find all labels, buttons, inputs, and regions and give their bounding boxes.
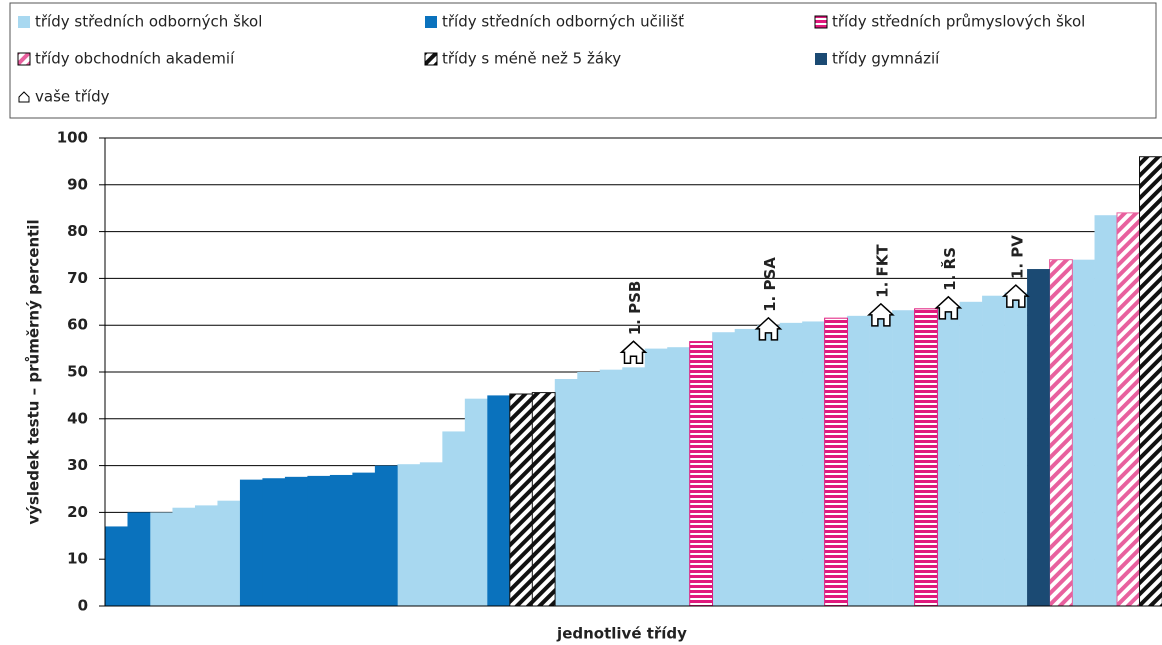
- legend-swatch: [814, 15, 828, 29]
- legend-swatch: [18, 91, 30, 103]
- y-axis-label: výsledek testu – průměrný percentil: [25, 219, 43, 524]
- bar: [644, 348, 668, 606]
- legend-label: třídy gymnázií: [832, 50, 940, 68]
- bar: [262, 478, 286, 606]
- x-axis-label: jednotlivé třídy: [556, 625, 687, 643]
- legend-swatch: [815, 53, 827, 65]
- legend-label: vaše třídy: [35, 88, 110, 106]
- legend-label: třídy středních průmyslových škol: [832, 13, 1085, 31]
- bar: [959, 301, 983, 606]
- bar: [397, 464, 421, 606]
- class-label: 1. ŘS: [940, 247, 959, 291]
- bar: [284, 476, 308, 606]
- house-marker: [754, 316, 783, 341]
- bar: [194, 505, 218, 606]
- bar: [172, 507, 196, 606]
- bar: [667, 347, 691, 606]
- y-tick-label: 50: [67, 363, 88, 381]
- bar: [1072, 259, 1095, 606]
- y-tick-label: 90: [67, 175, 88, 193]
- legend-label: třídy středních odborných škol: [35, 13, 262, 31]
- bar: [307, 475, 331, 606]
- class-label: 1. FKT: [873, 244, 891, 298]
- bar: [937, 306, 960, 606]
- class-label: 1. PSB: [626, 281, 644, 336]
- bar: [577, 372, 601, 606]
- house-marker: [1001, 284, 1030, 308]
- bar: [802, 321, 825, 606]
- bar: [757, 325, 780, 606]
- bar: [419, 462, 443, 606]
- bar: [689, 341, 714, 607]
- bar: [217, 500, 241, 606]
- y-tick-label: 60: [67, 316, 88, 334]
- y-tick-label: 10: [67, 550, 88, 568]
- y-tick-label: 30: [67, 456, 88, 474]
- class-label: 1. PSA: [761, 257, 779, 312]
- bar: [847, 315, 870, 606]
- house-marker: [619, 340, 648, 365]
- legend-swatch: [18, 16, 30, 28]
- y-tick-label: 100: [57, 129, 88, 147]
- bar: [1049, 259, 1073, 607]
- y-tick-label: 40: [67, 409, 88, 427]
- legend-label: třídy obchodních akademií: [35, 50, 235, 68]
- bar: [914, 308, 938, 607]
- bar: [464, 398, 488, 606]
- bar: [442, 431, 466, 606]
- y-tick-label: 80: [67, 222, 88, 240]
- bar: [622, 367, 646, 606]
- house-marker: [866, 302, 895, 327]
- bar: [599, 369, 623, 606]
- bar: [1027, 269, 1050, 606]
- bar: [105, 526, 128, 606]
- bar: [149, 512, 173, 606]
- legend-label: třídy s méně než 5 žáky: [442, 50, 621, 68]
- y-tick-label: 70: [67, 269, 88, 287]
- house-marker: [934, 295, 963, 320]
- bar: [509, 393, 534, 607]
- bar: [374, 465, 398, 606]
- bar: [982, 295, 1005, 606]
- bar: [712, 332, 736, 606]
- bar: [352, 472, 376, 606]
- legend-swatch: [424, 52, 438, 66]
- y-tick-label: 20: [67, 503, 88, 521]
- bar: [1139, 156, 1162, 607]
- bar: [1004, 292, 1028, 606]
- bar: [734, 328, 758, 606]
- bar: [531, 392, 556, 607]
- legend-swatch: [425, 16, 437, 28]
- bar: [869, 313, 893, 606]
- bar: [487, 395, 511, 606]
- bar: [239, 479, 263, 606]
- bar: [1094, 215, 1118, 606]
- legend-label: třídy středních odborných učilišť: [442, 13, 684, 31]
- bar: [329, 474, 353, 606]
- bar: [824, 317, 848, 607]
- bar: [554, 379, 578, 606]
- bar: [892, 310, 915, 606]
- bar: [779, 322, 803, 606]
- bar: [1116, 212, 1141, 607]
- legend-box: [9, 2, 1157, 119]
- class-label: 1. PV: [1008, 235, 1026, 279]
- bar: [127, 512, 151, 606]
- legend-swatch: [17, 52, 31, 66]
- y-tick-label: 0: [78, 597, 88, 615]
